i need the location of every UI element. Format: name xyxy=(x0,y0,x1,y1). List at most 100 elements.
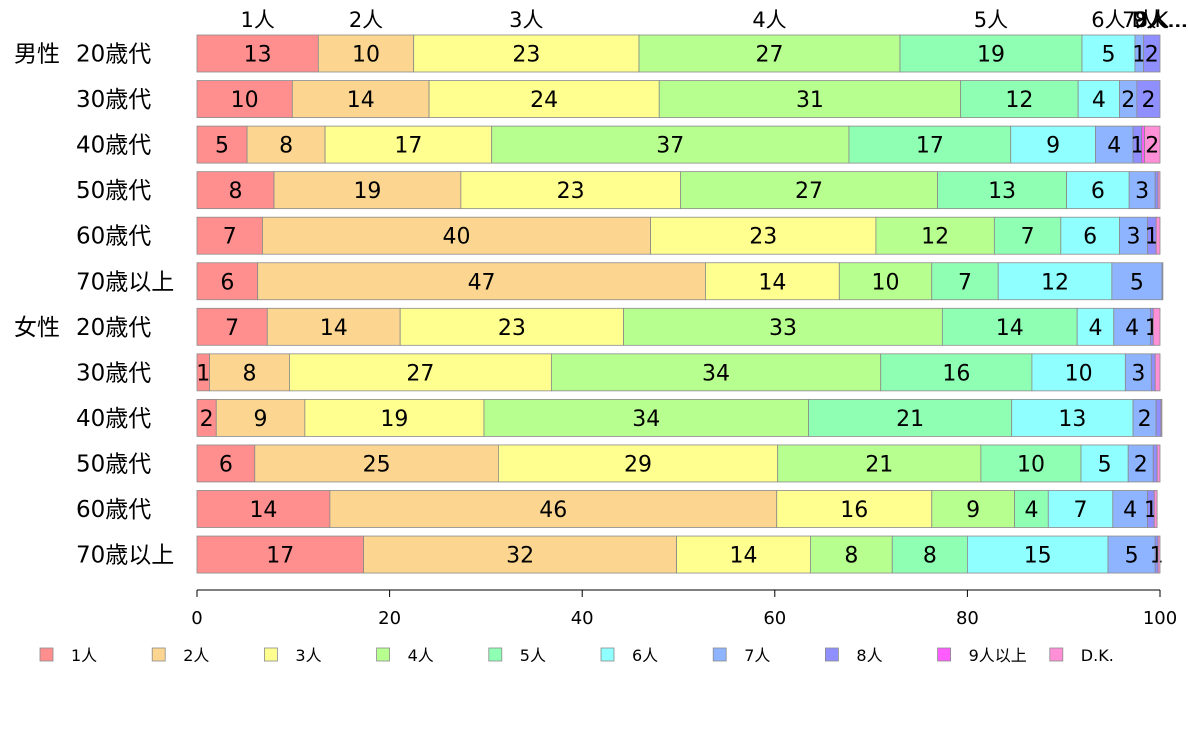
bar-segment xyxy=(483,398,809,437)
bar-segment xyxy=(491,125,850,164)
data-label: 14 xyxy=(347,88,375,113)
data-label: 21 xyxy=(896,407,924,432)
data-label: 12 xyxy=(1005,88,1033,113)
bar-segment xyxy=(304,398,485,437)
top-category-label: 2人 xyxy=(349,8,383,32)
bar-segment xyxy=(196,444,256,483)
row-label: 70歳以上 xyxy=(76,269,174,295)
legend-swatch xyxy=(39,647,54,662)
data-label: 16 xyxy=(840,498,868,523)
data-label: 14 xyxy=(320,316,348,341)
bar-segment xyxy=(1136,80,1161,118)
bar-segment xyxy=(1128,171,1156,210)
legend-label: 6人 xyxy=(632,646,658,665)
bar-segment xyxy=(1127,444,1154,483)
bar-segment xyxy=(680,171,938,210)
bar-segment xyxy=(650,216,877,255)
bar-segment xyxy=(776,490,933,528)
bar-segment xyxy=(1077,80,1120,118)
legend-swatch xyxy=(488,647,503,662)
data-label: 25 xyxy=(363,452,391,477)
x-axis: 0 20 40 60 80 100 xyxy=(191,589,1177,629)
data-label: 23 xyxy=(557,179,585,204)
data-label: 5 xyxy=(1098,452,1112,477)
row-label: 40歳代 xyxy=(76,133,151,159)
data-label: 1 xyxy=(1150,544,1164,569)
data-label: 3 xyxy=(1131,361,1145,386)
data-label: 2 xyxy=(200,407,214,432)
data-label: 10 xyxy=(352,43,380,68)
data-label: 4 xyxy=(1024,498,1038,523)
data-label: 21 xyxy=(865,452,893,477)
data-label: 23 xyxy=(749,225,777,250)
group-label: 女性 xyxy=(14,315,60,341)
bar-segment xyxy=(777,444,982,483)
bar-segment xyxy=(1081,34,1136,73)
row-labels: 20歳代 30歳代 40歳代 50歳代 60歳代 70歳以上 20歳代 30歳代 40歳代 50歳… xyxy=(14,42,174,569)
row-label: 50歳代 xyxy=(76,178,151,204)
data-label: 7 xyxy=(223,225,237,250)
data-label: 27 xyxy=(795,179,823,204)
data-label: 46 xyxy=(539,498,567,523)
data-label: 2 xyxy=(1141,88,1155,113)
data-label: 14 xyxy=(730,544,758,569)
bar-segment xyxy=(317,34,415,73)
group-label: 男性 xyxy=(14,42,60,68)
bar-segment xyxy=(1047,490,1114,528)
bar-segment xyxy=(1113,307,1151,346)
bar-segment xyxy=(1150,353,1156,392)
legend-swatch xyxy=(937,647,951,662)
x-tick-label: 0 xyxy=(191,608,202,629)
bar-segment xyxy=(1161,262,1164,301)
bar-segment xyxy=(196,307,268,346)
bar-segment xyxy=(324,125,493,164)
data-label: 2 xyxy=(1134,452,1148,477)
bar-segment xyxy=(428,80,660,118)
bar-segment xyxy=(1066,171,1130,210)
bar-segment xyxy=(980,444,1082,483)
data-label: 13 xyxy=(1058,407,1086,432)
data-label: 14 xyxy=(249,498,277,523)
data-label: 19 xyxy=(977,43,1005,68)
bar-segment xyxy=(1031,353,1126,392)
top-category-label: 5人 xyxy=(974,8,1008,32)
bar-segment xyxy=(498,444,779,483)
bar-segment xyxy=(1080,444,1129,483)
data-label: 33 xyxy=(769,316,797,341)
bar-segment xyxy=(1160,398,1163,437)
row-label: 70歳以上 xyxy=(76,543,174,569)
bar-segment xyxy=(899,34,1083,73)
bar-segment xyxy=(1157,171,1161,210)
bar-segment xyxy=(838,262,933,301)
data-label: 8 xyxy=(923,544,937,569)
data-label: 6 xyxy=(1083,225,1097,250)
legend: 1人 2人 3人 4人 5人 6人 7人 8人 9人以上 D.K. xyxy=(39,646,1114,665)
x-tick-label: 80 xyxy=(956,608,979,629)
data-label: 6 xyxy=(220,270,234,295)
bar-segment xyxy=(266,307,401,346)
bar-segment xyxy=(1152,444,1158,483)
bar-segment xyxy=(1112,490,1148,528)
data-label: 1 xyxy=(1132,43,1146,68)
x-tick-label: 40 xyxy=(571,608,594,629)
data-label: 2 xyxy=(1145,134,1159,159)
bar-segment xyxy=(1152,307,1161,346)
bar-segment xyxy=(875,216,995,255)
bar-segment xyxy=(1141,125,1145,164)
bar-segment xyxy=(289,353,552,392)
data-label: 12 xyxy=(921,225,949,250)
data-label: 4 xyxy=(1088,316,1102,341)
bar-segment xyxy=(1060,216,1120,255)
data-label: 47 xyxy=(468,270,496,295)
bar-segment xyxy=(1107,535,1156,574)
legend-swatch xyxy=(712,647,727,662)
bar-segment xyxy=(196,216,263,255)
legend-label: 7人 xyxy=(744,646,770,665)
bar-segment xyxy=(273,171,462,210)
data-label: 34 xyxy=(702,361,730,386)
data-label: 17 xyxy=(916,134,944,159)
top-category-label: 9人... xyxy=(1133,8,1187,32)
row-label: 50歳代 xyxy=(76,451,151,477)
bar-segment xyxy=(363,535,677,574)
